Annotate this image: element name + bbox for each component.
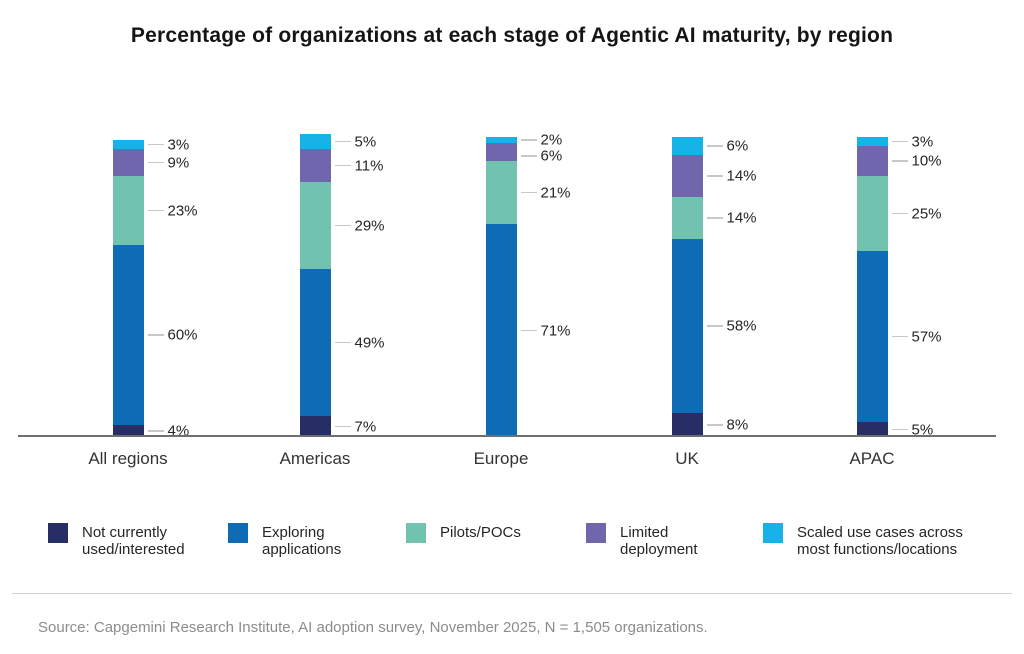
value-label: 14%: [726, 167, 757, 185]
value-leader-line: [334, 224, 351, 227]
value-label: 10%: [911, 152, 942, 170]
legend-label: Scaled use cases across most functions/l…: [797, 524, 963, 558]
bar-segment: [299, 416, 331, 437]
bar-segment: [299, 182, 331, 269]
value-leader-line: [147, 430, 164, 432]
category-label: UK: [675, 449, 699, 468]
value-leader-line: [520, 155, 537, 157]
value-label: 57%: [911, 328, 942, 345]
bar-segment: [856, 251, 888, 422]
bar-segment: [299, 134, 331, 149]
value-leader-line: [147, 334, 164, 336]
value-leader-line: [147, 161, 164, 164]
bar-segment: [485, 143, 517, 161]
value-label: 9%: [167, 154, 190, 171]
value-label: 14%: [726, 209, 757, 227]
value-label: 58%: [726, 317, 757, 335]
source-note: Source: Capgemini Research Institute, AI…: [38, 619, 708, 636]
legend-label: Limited deployment: [620, 524, 698, 558]
value-label: 60%: [167, 326, 198, 344]
bar-segment: [671, 197, 703, 239]
value-label: 49%: [354, 334, 385, 351]
legend-swatch: [228, 523, 248, 543]
value-label: 5%: [354, 133, 377, 150]
bar-segment: [671, 137, 703, 155]
value-label: 11%: [354, 157, 384, 174]
value-leader-line: [891, 335, 908, 338]
legend-swatch: [763, 523, 783, 543]
value-leader-line: [520, 139, 537, 141]
bar-segment: [485, 161, 517, 224]
bar-segment: [299, 269, 331, 416]
bar-segment: [856, 137, 888, 146]
chart-title: Percentage of organizations at each stag…: [130, 24, 894, 47]
legend-label: Not currently used/interested: [82, 524, 185, 558]
category-label: Americas: [279, 449, 351, 468]
bar-segment: [856, 146, 888, 176]
value-leader-line: [891, 140, 908, 143]
bar-segment: [671, 239, 703, 413]
legend-label: Exploring applications: [262, 524, 342, 558]
value-label: 7%: [354, 418, 377, 435]
bar-segment: [112, 425, 144, 437]
value-label: 5%: [911, 421, 934, 438]
value-label: 21%: [540, 184, 571, 201]
value-label: 6%: [540, 147, 563, 165]
bar-segment: [112, 149, 144, 176]
value-leader-line: [334, 425, 351, 428]
value-label: 23%: [167, 202, 198, 219]
value-label: 2%: [540, 131, 563, 149]
bar-segment: [671, 413, 703, 437]
bar-segment: [671, 155, 703, 197]
bar-segment: [112, 140, 144, 149]
legend-swatch: [48, 523, 68, 543]
value-leader-line: [334, 164, 351, 167]
value-label: 71%: [540, 322, 571, 339]
value-leader-line: [147, 209, 164, 212]
legend-swatch: [406, 523, 426, 543]
value-leader-line: [520, 191, 537, 194]
value-label: 29%: [354, 217, 385, 234]
value-label: 25%: [911, 205, 942, 222]
value-leader-line: [891, 428, 908, 431]
value-leader-line: [891, 212, 908, 215]
value-leader-line: [334, 341, 351, 344]
category-label: Europe: [473, 449, 529, 468]
x-axis-line: [18, 435, 996, 437]
legend-swatch: [586, 523, 606, 543]
value-label: 8%: [726, 416, 749, 434]
value-label: 3%: [911, 133, 934, 150]
value-leader-line: [147, 143, 164, 146]
value-leader-line: [706, 145, 723, 147]
value-leader-line: [706, 175, 723, 177]
bar-segment: [485, 224, 517, 437]
value-label: 3%: [167, 136, 190, 153]
value-leader-line: [706, 325, 723, 327]
value-leader-line: [520, 329, 537, 332]
value-leader-line: [891, 160, 908, 162]
value-leader-line: [334, 140, 351, 143]
value-leader-line: [706, 217, 723, 219]
bar-segment: [112, 245, 144, 425]
category-label: All regions: [88, 449, 168, 468]
bar-segment: [485, 137, 517, 143]
bar-segment: [299, 149, 331, 182]
category-label: APAC: [849, 449, 895, 468]
bar-segment: [856, 176, 888, 251]
legend-label: Pilots/POCs: [440, 524, 521, 541]
bar-segment: [112, 176, 144, 245]
value-leader-line: [706, 424, 723, 426]
bar-segment: [856, 422, 888, 437]
value-label: 6%: [726, 137, 749, 155]
footer-divider: [12, 593, 1012, 594]
